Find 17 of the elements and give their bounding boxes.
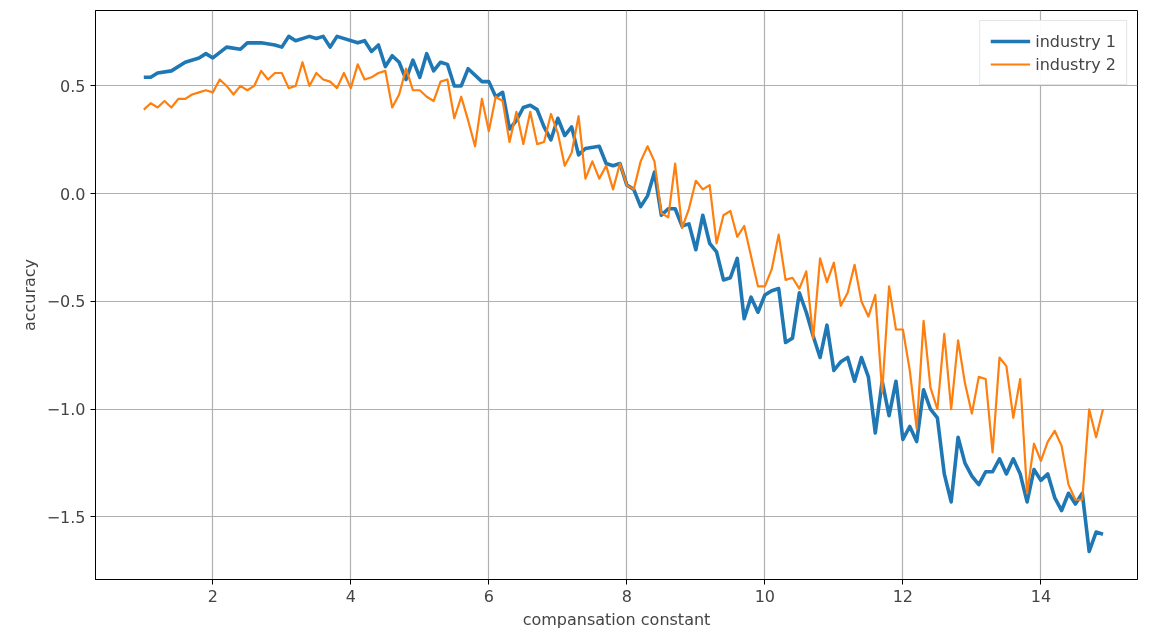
y-tick-label: −1.5 — [46, 508, 86, 527]
x-tick-label: 14 — [1030, 586, 1052, 606]
legend-label: industry 2 — [1035, 54, 1116, 74]
line-series — [142, 34, 1105, 554]
y-tick-label: −0.5 — [46, 292, 86, 312]
x-axis-title: compansation constant — [522, 609, 711, 629]
y-tick-label: −1.0 — [46, 400, 86, 420]
legend-label: industry 1 — [1035, 31, 1116, 51]
y-tick-label: 0.0 — [60, 184, 86, 204]
y-tick-label: 0.5 — [60, 76, 86, 96]
x-tick-label: 4 — [345, 586, 356, 606]
y-axis-title: accuracy — [19, 258, 39, 332]
x-tick-label: 10 — [754, 586, 776, 606]
x-tick-label: 2 — [207, 586, 218, 606]
x-tick-label: 8 — [621, 586, 632, 606]
x-tick-label: 12 — [892, 586, 914, 606]
x-tick-label: 6 — [483, 586, 494, 606]
